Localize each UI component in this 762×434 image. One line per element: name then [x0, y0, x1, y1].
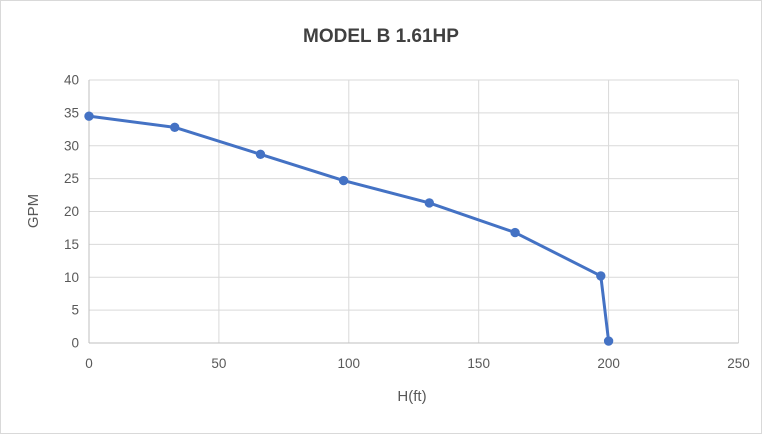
- y-tick-label: 25: [64, 171, 79, 186]
- y-tick-label: 35: [64, 105, 79, 120]
- x-tick-label: 200: [597, 356, 620, 371]
- chart-title: MODEL B 1.61HP: [303, 26, 459, 47]
- y-axis-title: GPM: [25, 194, 42, 228]
- gridlines: [88, 79, 739, 344]
- data-point-marker: [255, 149, 266, 159]
- data-point-marker: [596, 271, 606, 281]
- y-tick-label: 20: [64, 204, 79, 219]
- x-axis-title: H(ft): [397, 388, 426, 405]
- axes: [88, 80, 739, 344]
- data-point-marker: [338, 175, 349, 186]
- x-tick-label: 250: [727, 356, 750, 371]
- y-tick-label: 40: [64, 73, 79, 88]
- y-tick-label: 15: [64, 237, 79, 252]
- y-tick-label: 30: [64, 138, 79, 153]
- data-point-marker: [603, 336, 614, 346]
- data-point-marker: [424, 198, 435, 208]
- y-tick-label: 10: [64, 270, 79, 285]
- y-tick-label: 5: [71, 303, 79, 318]
- series-line: [87, 114, 611, 343]
- x-tick-label: 100: [338, 356, 361, 371]
- x-tick-label: 50: [211, 356, 226, 371]
- data-series: [84, 111, 614, 346]
- y-tick-label: 0: [71, 336, 79, 351]
- data-point-marker: [510, 227, 520, 238]
- tick-labels: 0 5 10 15 20 25 30 35 40 0 50 100 150 200 250: [64, 73, 750, 372]
- data-point-marker: [84, 111, 94, 121]
- x-tick-label: 150: [467, 356, 490, 371]
- x-tick-label: 0: [85, 356, 93, 371]
- data-point-marker: [170, 122, 180, 133]
